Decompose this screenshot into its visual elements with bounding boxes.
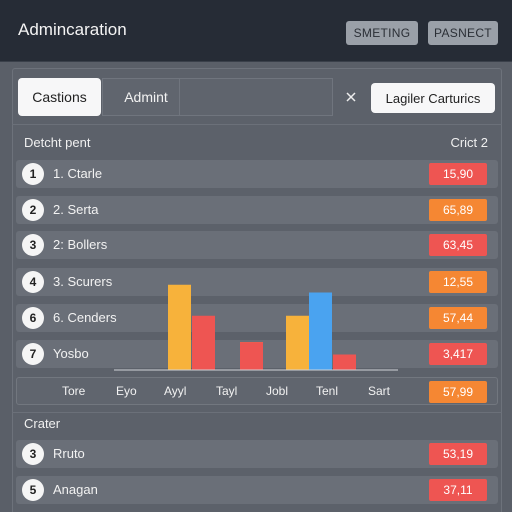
list-item[interactable]: 5 Anagan 37,11 — [16, 476, 498, 504]
list-item[interactable]: 3 2: Bollers 63,45 — [16, 231, 498, 259]
app-title: Adminсaratiоn — [18, 20, 127, 39]
list-item[interactable]: 4 3. Scurers 12,55 — [16, 268, 498, 296]
value-badge: 3,417 — [429, 343, 487, 365]
x-tick-label: Tayl — [216, 384, 238, 398]
row-number: 3 — [22, 234, 44, 256]
x-tick-label: Sart — [368, 384, 391, 398]
lower-section-title: Crater — [24, 416, 61, 431]
value-badge: 65,89 — [429, 199, 487, 221]
section-right-label: Crict 2 — [450, 135, 488, 150]
row-number: 7 — [22, 343, 44, 365]
toolbar: Castions Admint Lagiler Carturics — [14, 76, 502, 118]
value-badge: 57,44 — [429, 307, 487, 329]
toolbar-field[interactable] — [179, 78, 333, 116]
list-item[interactable]: 6 6. Cenders 57,44 — [16, 304, 498, 332]
row-label: 3. Scurers — [53, 274, 113, 289]
x-tick-label: Jobl — [266, 384, 289, 398]
list-item[interactable]: 1 1. Ctarle 15,90 — [16, 160, 498, 188]
value-badge: 63,45 — [429, 234, 487, 256]
lagiler-button[interactable]: Lagiler Carturics — [371, 83, 495, 113]
row-number: 5 — [22, 479, 44, 501]
row-number: 6 — [22, 307, 44, 329]
chart-axis-row — [16, 377, 498, 405]
x-tick-label: Ayyl — [164, 384, 187, 398]
row-number: 1 — [22, 163, 44, 185]
row-label: Rruto — [53, 446, 85, 461]
app-header: Adminсaratiоn SMETING PASNECT — [0, 0, 512, 62]
tab-admint[interactable]: Admint — [102, 78, 190, 116]
tab-castions[interactable]: Castions — [18, 78, 101, 116]
row-number: 3 — [22, 443, 44, 465]
divider — [12, 124, 502, 125]
x-tick-label: Eyo — [116, 384, 137, 398]
list-item[interactable]: 3 Rruto 53,19 — [16, 440, 498, 468]
row-label: 2. Serta — [53, 202, 99, 217]
row-label: Anagan — [53, 482, 98, 497]
list-item[interactable]: 7 Yosbo 3,417 — [16, 340, 498, 368]
value-badge: 53,19 — [429, 443, 487, 465]
row-number: 2 — [22, 199, 44, 221]
row-label: 2: Bollers — [53, 237, 108, 252]
header-button-2[interactable]: PASNECT — [428, 21, 498, 45]
row-label: 1. Ctarle — [53, 166, 103, 181]
row-number: 4 — [22, 271, 44, 293]
header-button-1[interactable]: SMETING — [346, 21, 418, 45]
value-badge: 37,11 — [429, 479, 487, 501]
x-tick-label: Tore — [62, 384, 86, 398]
value-badge: 57,99 — [429, 381, 487, 403]
section-title: Detcht pent — [24, 135, 91, 150]
list-item[interactable]: 2 2. Serta 65,89 — [16, 196, 498, 224]
value-badge: 15,90 — [429, 163, 487, 185]
row-label: 6. Cenders — [53, 310, 117, 325]
divider — [12, 412, 502, 413]
x-tick-label: Tenl — [316, 384, 339, 398]
value-badge: 12,55 — [429, 271, 487, 293]
close-icon[interactable] — [336, 78, 366, 116]
row-label: Yosbo — [53, 346, 89, 361]
